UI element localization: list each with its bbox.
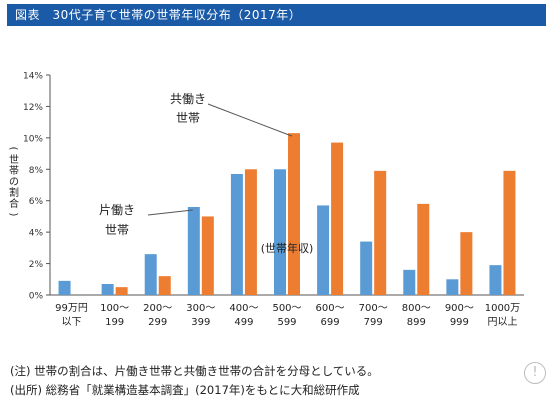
- callout-dual-income-label: 世帯: [176, 111, 200, 125]
- bar-dual-income: [158, 276, 171, 295]
- x-tick-label: 1000万: [485, 303, 520, 314]
- y-tick-label: 2%: [29, 260, 44, 270]
- footnote-note: (注) 世帯の割合は、片働き世帯と共働き世帯の合計を分母としている。: [10, 364, 379, 378]
- x-tick-label: 600～: [316, 303, 345, 314]
- footnote-source: (出所) 総務省「就業構造基本調査」(2017年)をもとに大和総研作成: [10, 383, 360, 397]
- x-tick-label: 999: [450, 317, 469, 328]
- x-axis-label: (世帯年収): [261, 241, 314, 255]
- bar-dual-income: [503, 170, 516, 295]
- x-tick-label: 599: [277, 317, 296, 328]
- bar-single-income: [187, 207, 200, 295]
- y-tick-label: 6%: [29, 197, 44, 207]
- x-tick-label: 円以上: [487, 316, 517, 328]
- x-tick-label: 499: [234, 317, 253, 328]
- bar-single-income: [360, 241, 373, 295]
- bar-single-income: [144, 254, 157, 295]
- y-axis-label-char: 帯: [9, 164, 19, 177]
- bar-dual-income: [460, 232, 473, 295]
- bars-group: [58, 133, 516, 295]
- x-tick-label: 299: [148, 317, 167, 328]
- bar-single-income: [403, 269, 416, 295]
- bar-single-income: [489, 265, 502, 295]
- y-axis-label-char: 割: [9, 186, 19, 199]
- y-tick-label: 10%: [23, 134, 43, 144]
- callout-dual-income-leader: [207, 103, 293, 137]
- callout-single-income-label: 世帯: [105, 223, 129, 237]
- x-tick-label: 799: [364, 317, 383, 328]
- y-axis-label-char: 世: [9, 154, 19, 166]
- bar-single-income: [274, 169, 286, 295]
- x-tick-label: 699: [321, 317, 340, 328]
- bar-single-income: [446, 279, 459, 295]
- y-tick-label: 0%: [29, 292, 44, 302]
- callout-dual-income-label: 共働き: [170, 92, 206, 106]
- y-axis-label-char: (: [8, 147, 19, 151]
- x-tick-label: 99万円: [55, 303, 88, 314]
- x-tick-label: 199: [105, 317, 124, 328]
- y-axis-label-char: ): [8, 213, 19, 217]
- y-axis-label-char: の: [9, 177, 19, 188]
- bar-dual-income: [331, 142, 344, 295]
- bar-dual-income: [244, 169, 257, 295]
- x-tick-label: 900～: [445, 303, 474, 314]
- bar-dual-income: [417, 203, 430, 295]
- bar-dual-income: [115, 287, 128, 295]
- y-axis-ticks: 0% 2% 4% 6% 8% 10% 12% 14%: [23, 72, 50, 302]
- bar-single-income: [230, 174, 243, 295]
- y-axis-label-char: 合: [9, 197, 19, 210]
- x-tick-label: 200～: [143, 303, 172, 314]
- figure-title: 図表 30代子育て世帯の世帯年収分布（2017年）: [7, 4, 546, 26]
- x-tick-label: 700～: [359, 303, 388, 314]
- bar-dual-income: [201, 216, 214, 295]
- y-tick-label: 4%: [29, 229, 44, 239]
- x-tick-label: 800～: [402, 303, 431, 314]
- y-tick-label: 8%: [29, 166, 44, 176]
- bar-single-income: [58, 280, 71, 295]
- callout-single-income-leader: [147, 209, 193, 216]
- x-tick-label: 300～: [186, 303, 215, 314]
- bar-dual-income: [374, 170, 387, 295]
- bar-single-income: [101, 284, 114, 295]
- x-tick-label: 400～: [229, 303, 258, 314]
- y-axis-label: ( 世帯の割合): [8, 147, 20, 217]
- x-tick-label: 399: [191, 317, 210, 328]
- x-tick-label: 以下: [62, 317, 82, 328]
- bar-dual-income: [288, 133, 300, 295]
- y-tick-label: 12%: [23, 103, 43, 113]
- x-tick-label: 500～: [272, 303, 301, 314]
- x-tick-label: 100～: [100, 303, 129, 314]
- info-icon[interactable]: !: [524, 362, 546, 384]
- x-tick-label: 899: [407, 317, 426, 328]
- callout-single-income-label: 片働き: [99, 203, 135, 217]
- y-tick-label: 14%: [23, 72, 43, 82]
- bar-single-income: [317, 205, 330, 295]
